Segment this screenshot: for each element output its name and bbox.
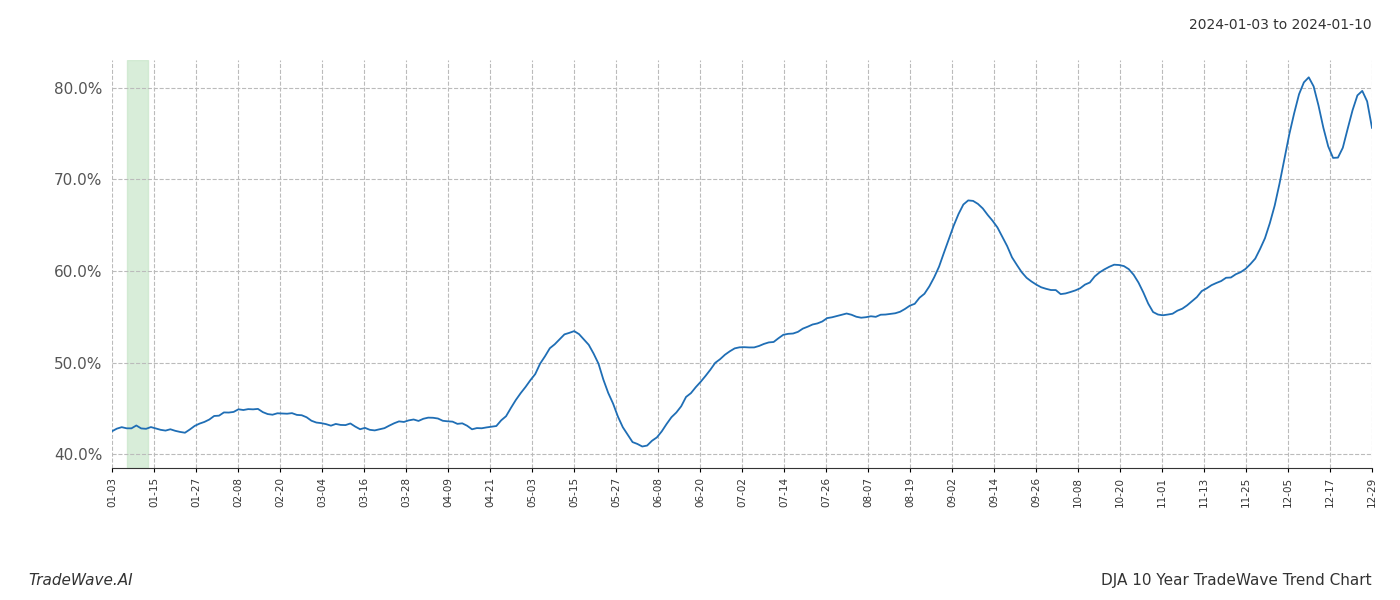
Text: TradeWave.AI: TradeWave.AI [28,573,133,588]
Text: DJA 10 Year TradeWave Trend Chart: DJA 10 Year TradeWave Trend Chart [1102,573,1372,588]
Text: 2024-01-03 to 2024-01-10: 2024-01-03 to 2024-01-10 [1190,18,1372,32]
Bar [126,60,148,468]
